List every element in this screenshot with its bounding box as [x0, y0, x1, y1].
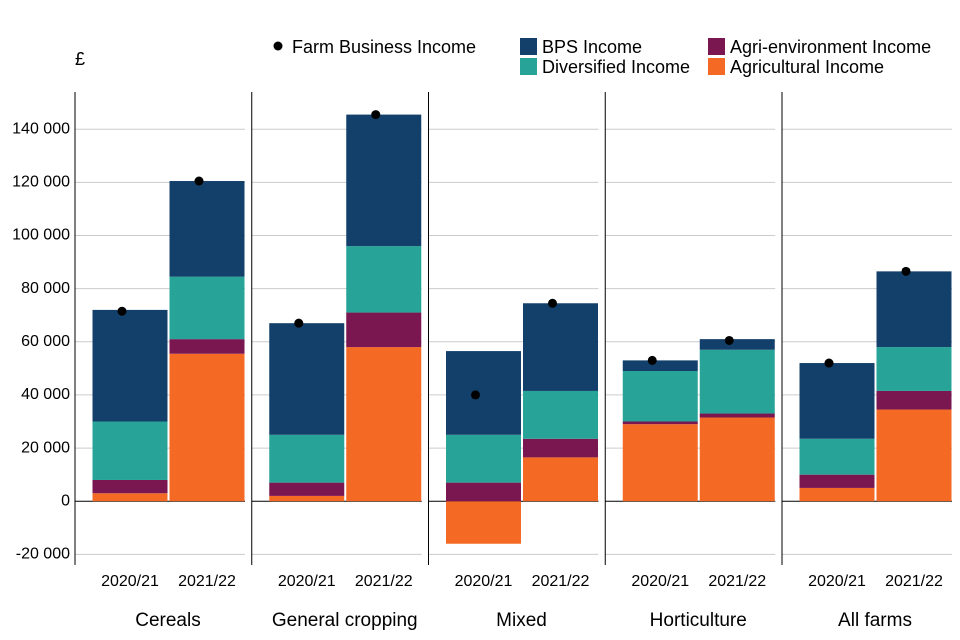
- legend-swatch: [520, 58, 537, 75]
- x-tick-label: 2021/22: [708, 573, 766, 590]
- bar-segment: [169, 353, 245, 502]
- bar-segment: [699, 339, 775, 350]
- bar-segment: [269, 323, 345, 435]
- y-tick-label: 20 000: [21, 439, 70, 456]
- income-dot: [117, 306, 127, 316]
- income-dot: [194, 176, 204, 186]
- y-tick-label: 0: [61, 492, 70, 509]
- bar-segment: [446, 482, 521, 502]
- x-tick-label: 2020/21: [455, 573, 513, 590]
- legend-label: Agricultural Income: [730, 57, 884, 77]
- income-dot: [471, 390, 480, 400]
- bar-segment: [799, 438, 875, 475]
- bar-segment: [523, 438, 598, 458]
- bar-segment: [92, 421, 168, 480]
- bar-segment: [523, 303, 598, 391]
- bar-segment: [169, 181, 245, 277]
- legend-label: Agri-environment Income: [730, 37, 931, 57]
- bar-segment: [523, 457, 598, 502]
- x-tick-label: 2021/22: [178, 573, 236, 590]
- y-tick-label: 100 000: [12, 227, 70, 244]
- bar-segment: [92, 479, 168, 494]
- bar-segment: [346, 114, 422, 247]
- income-dot: [724, 335, 734, 345]
- income-dot: [824, 358, 834, 368]
- bar-segment: [876, 409, 952, 502]
- group-label: General cropping: [272, 610, 418, 631]
- bar-segment: [799, 363, 875, 439]
- bar-segment: [346, 246, 422, 313]
- x-tick-label: 2021/22: [355, 573, 413, 590]
- group-label: All farms: [838, 610, 912, 631]
- bar-segment: [799, 474, 875, 488]
- y-tick-label: 40 000: [21, 386, 70, 403]
- y-tick-label: -20 000: [16, 546, 70, 563]
- bar-segment: [346, 347, 422, 502]
- bar-segment: [799, 487, 875, 502]
- group-label: Mixed: [496, 610, 547, 631]
- income-dot: [294, 318, 304, 328]
- bar-segment: [169, 339, 245, 354]
- legend-label: Diversified Income: [542, 57, 690, 77]
- bar-segment: [446, 351, 521, 435]
- bar-segment: [699, 413, 775, 418]
- bar-segment: [876, 347, 952, 391]
- legend-swatch: [708, 58, 725, 75]
- bar-segment: [699, 417, 775, 502]
- y-tick-label: 60 000: [21, 333, 70, 350]
- x-tick-label: 2020/21: [631, 573, 689, 590]
- bar-segment: [876, 271, 952, 348]
- group-label: Cereals: [135, 610, 200, 631]
- bar-segment: [92, 309, 168, 422]
- bar-segment: [269, 434, 345, 483]
- bar-segment: [699, 349, 775, 414]
- bar-segment: [269, 495, 345, 502]
- x-tick-label: 2020/21: [278, 573, 336, 590]
- bar-segment: [622, 424, 698, 502]
- bar-segment: [169, 276, 245, 340]
- y-axis-label: £: [75, 49, 85, 69]
- income-dot: [371, 110, 381, 120]
- y-tick-label: 120 000: [12, 174, 70, 191]
- x-tick-label: 2020/21: [808, 573, 866, 590]
- bar-segment: [346, 312, 422, 348]
- legend-swatch: [708, 38, 725, 55]
- bar-segment: [523, 390, 598, 439]
- bar-segment: [622, 371, 698, 422]
- group-label: Horticulture: [650, 610, 747, 631]
- income-dot: [647, 355, 657, 365]
- bar-segment: [876, 390, 952, 410]
- bar-segment: [622, 360, 698, 372]
- bar-segment: [269, 482, 345, 496]
- income-dot: [901, 266, 911, 276]
- bar-segment: [446, 501, 521, 544]
- y-tick-label: 140 000: [12, 120, 70, 137]
- legend-swatch: [273, 41, 283, 51]
- legend-swatch: [520, 38, 537, 55]
- y-tick-label: 80 000: [21, 280, 70, 297]
- legend-label: BPS Income: [542, 37, 642, 57]
- bar-segment: [92, 493, 168, 502]
- income-dot: [548, 298, 557, 308]
- bar-segment: [622, 421, 698, 425]
- x-tick-label: 2020/21: [101, 573, 159, 590]
- legend-label: Farm Business Income: [292, 37, 476, 57]
- bar-segment: [446, 434, 521, 483]
- x-tick-label: 2021/22: [532, 573, 590, 590]
- x-tick-label: 2021/22: [885, 573, 943, 590]
